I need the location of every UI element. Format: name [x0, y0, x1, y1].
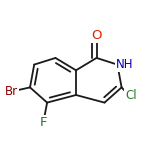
- Text: F: F: [40, 116, 47, 129]
- Text: Cl: Cl: [125, 89, 136, 102]
- Text: NH: NH: [116, 58, 134, 71]
- Text: Br: Br: [4, 85, 18, 98]
- Text: O: O: [91, 29, 102, 42]
